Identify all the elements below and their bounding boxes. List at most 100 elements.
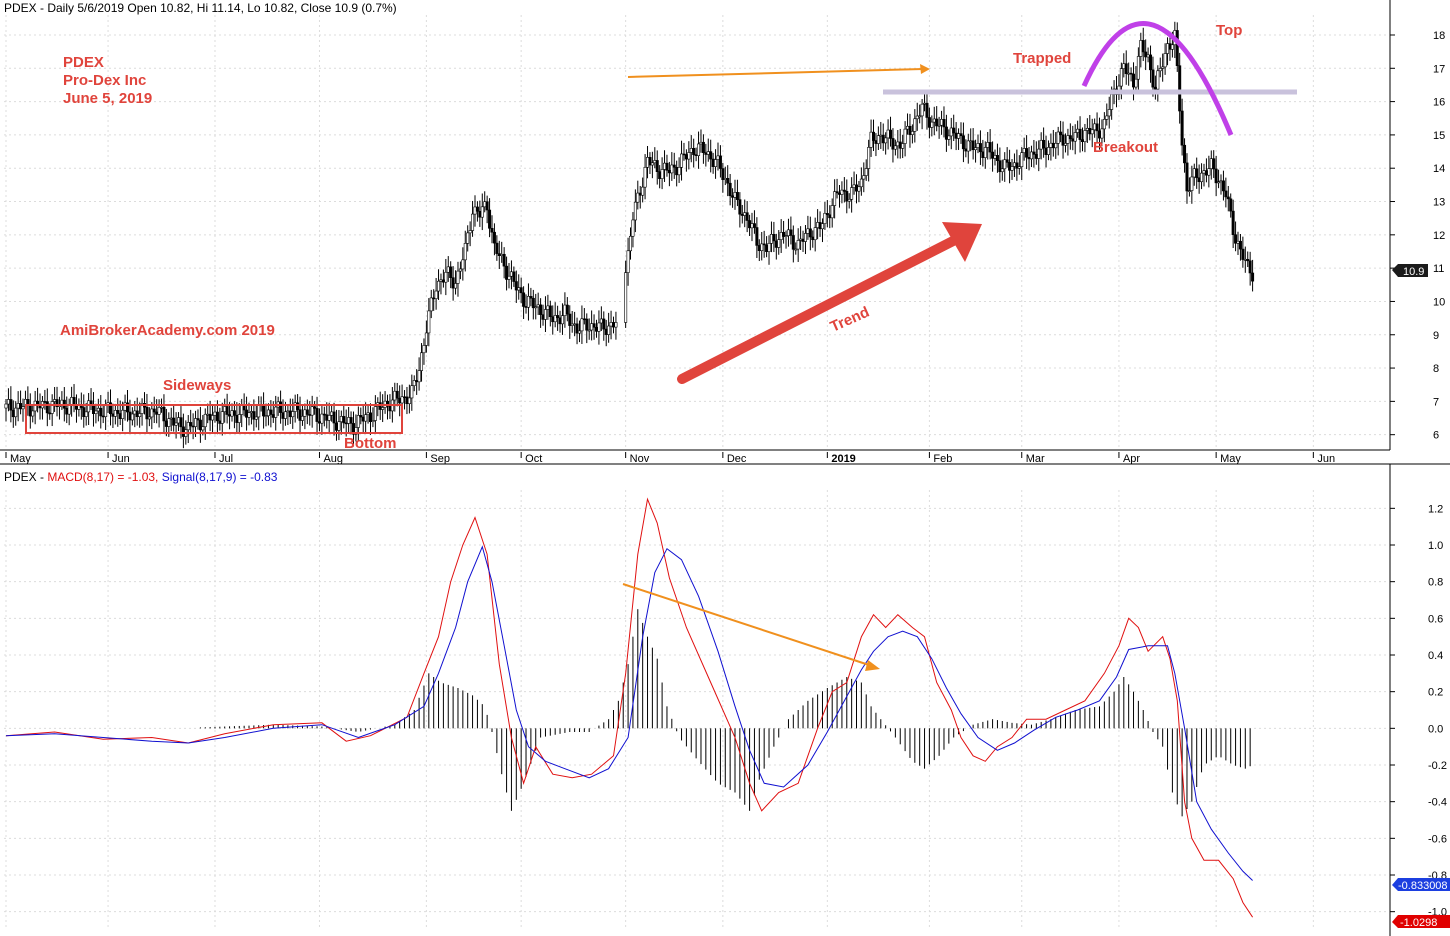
price-candle-body [1105, 115, 1109, 120]
price-candle-body [852, 184, 856, 188]
price-candle-body [1020, 152, 1024, 168]
price-candle-body [393, 390, 397, 401]
price-candle-body [1195, 168, 1199, 179]
price-candle-body [140, 403, 144, 414]
price-candle-body [288, 410, 292, 418]
price-candle-body [1168, 43, 1172, 50]
macd-orange-arrow-line [622, 583, 873, 667]
price-candle-body [155, 411, 159, 415]
price-candle-body [573, 323, 577, 326]
price-candle-body [1015, 162, 1019, 169]
price-tick-label: 10 [1433, 296, 1445, 308]
price-candle-body [150, 408, 154, 418]
price-candle-body [208, 413, 212, 421]
price-candle-body [779, 232, 783, 240]
price-candle-body [638, 192, 642, 196]
price-candle-body [777, 239, 781, 248]
price-candle-body [609, 322, 613, 327]
month-label: Nov [630, 453, 650, 465]
price-candle-body [1204, 170, 1208, 176]
price-candle-body [930, 121, 934, 128]
price-candle-body [949, 127, 953, 137]
price-candle-body [245, 409, 249, 418]
price-tick-label: 14 [1433, 163, 1445, 175]
price-candle-body [986, 142, 990, 148]
price-candle-body [405, 396, 409, 405]
price-candle-body [745, 212, 749, 221]
price-candle-body [689, 148, 693, 153]
price-candle-body [816, 222, 820, 228]
price-candle-body [752, 223, 756, 228]
price-candle-body [1093, 123, 1097, 131]
price-candle-body [111, 413, 115, 417]
price-candle-body [757, 245, 761, 252]
price-candle-body [991, 151, 995, 159]
price-candle-body [179, 417, 183, 428]
price-candle-body [913, 118, 917, 132]
price-candle-body [104, 404, 108, 418]
price-candle-body [1017, 166, 1021, 169]
price-candle-body [872, 131, 876, 141]
price-candle-body [556, 315, 560, 319]
macd-badge-value: -1.0298 [1400, 917, 1437, 929]
price-candle-body [1044, 147, 1048, 155]
price-candle-body [65, 407, 69, 415]
price-candle-body [908, 125, 912, 135]
price-candle-body [869, 131, 873, 148]
price-candle-body [794, 248, 798, 251]
price-candle-body [72, 397, 76, 406]
price-candle-body [828, 214, 832, 219]
price-candle-body [300, 415, 304, 421]
price-candle-body [1229, 198, 1233, 212]
price-candle-body [864, 168, 868, 176]
price-candle-body [14, 407, 18, 418]
price-candle-body [1051, 142, 1055, 149]
price-candle-body [53, 399, 57, 402]
price-candle-body [31, 410, 35, 417]
price-candle-body [1156, 70, 1160, 90]
price-candle-body [441, 279, 445, 283]
price-candle-body [206, 413, 210, 416]
price-candle-body [381, 407, 385, 410]
price-candle-body [529, 296, 533, 299]
price-candle-body [684, 154, 688, 160]
price-candle-body [874, 140, 878, 144]
price-candle-body [570, 323, 574, 326]
price-candle-body [339, 416, 343, 423]
price-candle-body [407, 397, 411, 405]
price-candle-body [1146, 54, 1150, 58]
price-header: PDEX - Daily 5/6/2019 Open 10.82, Hi 11.… [4, 1, 397, 15]
price-candle-body [672, 164, 676, 168]
macd-tick-label: 0.6 [1428, 613, 1443, 625]
macd-header: PDEX - MACD(8,17) = -1.03, Signal(8,17,9… [4, 470, 278, 484]
price-candle-body [291, 411, 295, 418]
signal-badge-value: -0.833008 [1398, 880, 1448, 892]
price-candle-body [935, 118, 939, 127]
month-label: Dec [727, 453, 747, 465]
price-candle-body [48, 412, 52, 415]
price-candle-body [21, 406, 25, 410]
price-candle-body [694, 154, 698, 156]
price-candle-body [1025, 148, 1029, 158]
price-candle-body [981, 151, 985, 158]
price-candle-body [723, 178, 727, 180]
price-candle-body [315, 408, 319, 422]
price-candle-body [191, 425, 195, 428]
annotation-trend: Trend [828, 304, 872, 336]
price-candle-body [910, 131, 914, 135]
price-candle-body [782, 232, 786, 237]
price-candle-body [4, 403, 8, 409]
price-candle-body [121, 409, 125, 419]
price-candle-body [254, 416, 258, 420]
price-candle-body [283, 411, 287, 419]
price-candle-body [665, 162, 669, 171]
price-candle-body [791, 235, 795, 250]
price-candle-body [680, 153, 684, 168]
macd-badge: -1.0298 [1392, 915, 1450, 929]
price-candle-body [449, 266, 453, 278]
price-candles [4, 21, 1255, 449]
price-candle-body [271, 414, 275, 418]
price-candle-body [709, 151, 713, 160]
price-candle-body [266, 409, 270, 417]
price-candle-body [1190, 176, 1194, 191]
